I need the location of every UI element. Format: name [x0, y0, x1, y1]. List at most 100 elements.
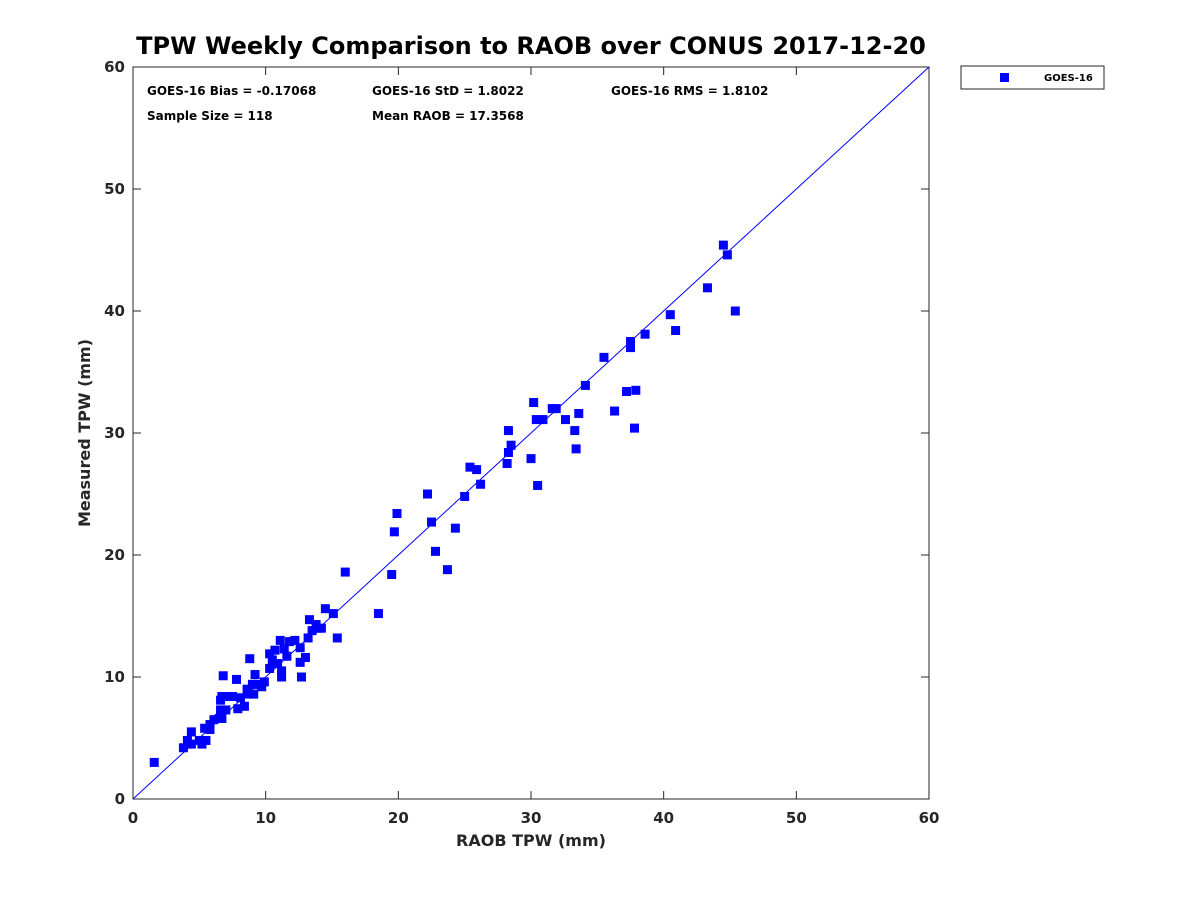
data-point	[265, 649, 275, 659]
x-tick-label: 30	[521, 809, 542, 827]
data-point	[340, 567, 350, 577]
y-tick-label: 20	[104, 546, 125, 564]
data-point	[423, 489, 433, 499]
data-point	[277, 672, 287, 682]
data-point	[442, 565, 452, 575]
data-point	[503, 426, 513, 436]
data-point	[718, 240, 728, 250]
data-point	[373, 609, 383, 619]
y-tick-label: 40	[104, 302, 125, 320]
data-point	[295, 657, 305, 667]
y-axis-label: Measured TPW (mm)	[75, 339, 94, 527]
data-point	[178, 743, 188, 753]
data-point	[503, 448, 513, 458]
data-point	[640, 329, 650, 339]
data-point	[250, 670, 260, 680]
annotation-std: GOES-16 StD = 1.8022	[372, 84, 524, 98]
data-point	[307, 626, 317, 636]
x-tick-label: 60	[919, 809, 940, 827]
data-point	[332, 633, 342, 643]
data-point	[610, 406, 620, 416]
data-point	[235, 693, 245, 703]
data-point	[465, 462, 475, 472]
annotation-mean-raob: Mean RAOB = 17.3568	[372, 109, 524, 123]
data-point	[296, 672, 306, 682]
data-point	[320, 604, 330, 614]
data-point	[216, 705, 226, 715]
data-point	[245, 654, 255, 664]
data-point	[239, 701, 249, 711]
annotation-sample-size: Sample Size = 118	[147, 109, 273, 123]
annotation-rms: GOES-16 RMS = 1.8102	[611, 84, 768, 98]
data-point	[460, 491, 470, 501]
data-point	[233, 704, 243, 714]
data-point	[300, 652, 310, 662]
data-point	[149, 757, 159, 767]
x-tick-label: 20	[388, 809, 409, 827]
x-tick-label: 10	[255, 809, 276, 827]
y-tick-label: 30	[104, 424, 125, 442]
data-point	[311, 620, 321, 630]
data-point	[506, 440, 516, 450]
data-point	[574, 408, 584, 418]
data-point	[730, 306, 740, 316]
data-point	[247, 679, 257, 689]
data-point	[304, 615, 314, 625]
data-point	[629, 423, 639, 433]
data-point	[316, 623, 326, 633]
x-tick-label: 0	[128, 809, 138, 827]
data-point	[270, 645, 280, 655]
data-point	[622, 387, 632, 397]
data-point	[722, 250, 732, 260]
data-point	[186, 739, 196, 749]
data-point	[599, 352, 609, 362]
data-point	[290, 635, 300, 645]
y-tick-label: 50	[104, 180, 125, 198]
one-to-one-line	[132, 66, 930, 800]
data-point	[580, 380, 590, 390]
legend-marker-icon	[1000, 73, 1009, 82]
data-point	[538, 415, 548, 425]
data-point	[526, 454, 536, 464]
data-point	[259, 677, 269, 687]
data-point	[427, 517, 436, 527]
data-point	[551, 404, 561, 414]
data-point	[387, 570, 397, 580]
data-point	[702, 283, 712, 293]
data-point	[430, 546, 440, 556]
data-point	[671, 326, 681, 336]
data-point	[279, 644, 289, 654]
y-tick-label: 10	[104, 668, 125, 686]
data-point	[218, 671, 228, 681]
data-point	[205, 724, 215, 734]
data-point	[626, 337, 635, 346]
data-point	[267, 655, 277, 665]
data-point	[570, 426, 580, 436]
data-point	[201, 735, 211, 745]
data-point	[295, 643, 305, 653]
y-tick-label: 0	[115, 790, 125, 808]
x-tick-label: 50	[786, 809, 807, 827]
data-point	[217, 692, 227, 702]
data-point	[476, 479, 486, 489]
legend-entry-goes16: GOES-16	[1044, 73, 1093, 84]
data-point	[389, 527, 399, 537]
data-point	[571, 444, 581, 454]
legend: GOES-16	[960, 65, 1105, 90]
data-point	[328, 609, 338, 619]
data-point	[533, 480, 543, 490]
data-point	[450, 523, 460, 533]
y-tick-label: 60	[104, 58, 125, 76]
data-point	[273, 659, 283, 669]
data-point	[231, 674, 241, 684]
data-point	[392, 509, 402, 519]
data-point	[209, 715, 219, 725]
data-point	[531, 415, 541, 425]
x-axis-label: RAOB TPW (mm)	[456, 831, 606, 850]
data-point	[472, 465, 482, 475]
data-point	[257, 682, 267, 692]
data-point	[631, 385, 641, 395]
data-point	[277, 666, 287, 676]
data-point	[200, 723, 210, 733]
